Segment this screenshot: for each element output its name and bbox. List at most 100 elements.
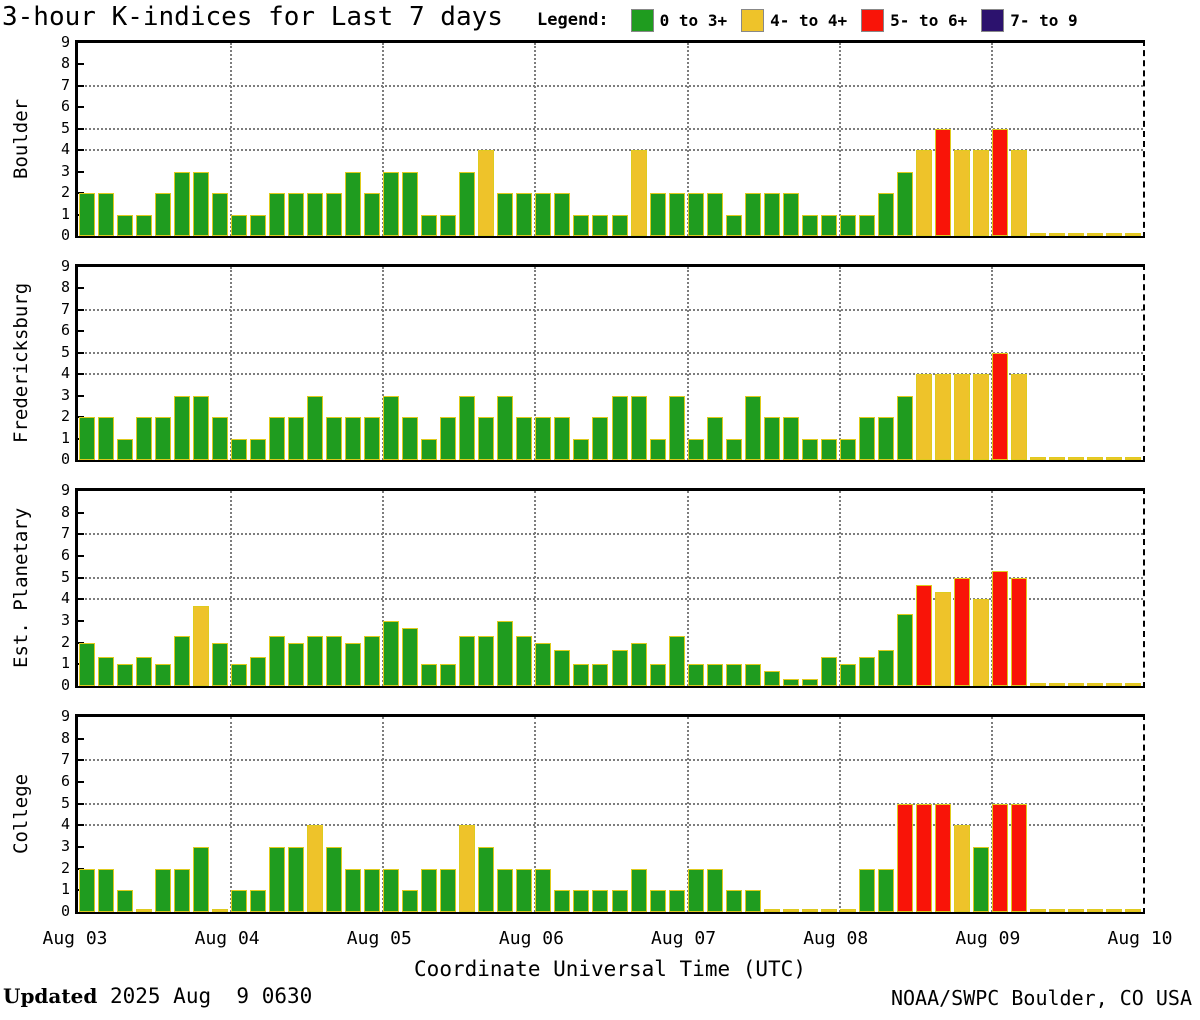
gridline-y-7 — [78, 308, 1143, 311]
y-tick-label: 1 — [60, 204, 70, 223]
k-bar — [687, 193, 704, 236]
k-bar — [820, 439, 837, 460]
y-tick-label: 7 — [60, 750, 70, 769]
k-bar — [155, 869, 172, 912]
k-bar — [288, 847, 305, 912]
k-bar — [611, 890, 628, 912]
k-bar — [136, 909, 153, 912]
k-bar — [687, 439, 704, 460]
k-bar — [915, 585, 932, 686]
k-bar — [1124, 457, 1141, 460]
k-bar — [535, 417, 552, 460]
y-tick-label: 2 — [60, 858, 70, 877]
k-bar — [763, 909, 780, 912]
panel-college — [75, 714, 1145, 914]
y-tick-label: 8 — [60, 502, 70, 521]
k-bar — [858, 657, 875, 686]
k-bar — [630, 150, 647, 236]
k-bar — [117, 215, 134, 236]
k-bar — [953, 578, 970, 686]
k-bar — [801, 215, 818, 236]
y-tick-label: 1 — [60, 880, 70, 899]
y-tick-label: 5 — [60, 567, 70, 586]
k-bar — [972, 374, 989, 460]
k-bar — [364, 869, 381, 912]
k-bar — [991, 804, 1008, 912]
y-tickmark — [78, 824, 84, 827]
k-bar — [668, 890, 685, 912]
k-bar — [269, 193, 286, 236]
k-bar — [136, 215, 153, 236]
k-bar — [117, 890, 134, 912]
k-bar — [839, 439, 856, 460]
k-bar — [1048, 683, 1065, 686]
k-bar — [174, 172, 191, 236]
k-bar — [345, 643, 362, 686]
k-bar — [554, 650, 571, 686]
y-tick-label: 5 — [60, 118, 70, 137]
k-bar — [1124, 909, 1141, 912]
gridline-day-1 — [230, 491, 232, 686]
legend-swatch-0 — [630, 8, 654, 32]
k-bar — [326, 847, 343, 912]
k-bar — [706, 869, 723, 912]
k-bar — [231, 664, 248, 686]
k-bar — [383, 172, 400, 236]
station-label-fredericksburg: Fredericksburg — [10, 282, 32, 444]
k-bar — [820, 909, 837, 912]
y-tick-label: 3 — [60, 385, 70, 404]
k-bar — [630, 396, 647, 460]
k-bar — [402, 417, 419, 460]
k-bar — [516, 417, 533, 460]
k-bar — [820, 657, 837, 686]
y-tick-label: 0 — [60, 676, 70, 694]
y-tickmark — [78, 598, 84, 601]
k-bar — [497, 193, 514, 236]
k-bar — [174, 396, 191, 460]
k-bar — [478, 150, 495, 236]
k-bar — [725, 439, 742, 460]
k-bar — [383, 396, 400, 460]
k-bar — [421, 215, 438, 236]
k-bar — [345, 869, 362, 912]
chart-title: 3-hour K-indices for Last 7 days — [2, 2, 503, 32]
k-bar — [592, 215, 609, 236]
gridline-y-5 — [78, 351, 1143, 354]
k-bar — [801, 909, 818, 912]
k-bar — [896, 804, 913, 912]
gridline-day-5 — [839, 43, 841, 236]
k-bar — [1010, 150, 1027, 236]
k-bar — [991, 129, 1008, 236]
k-bar — [744, 664, 761, 686]
k-bar — [231, 215, 248, 236]
k-bar — [98, 869, 115, 912]
k-bar — [307, 193, 324, 236]
k-bar — [193, 172, 210, 236]
k-bar — [1029, 457, 1046, 460]
legend: Legend: 0 to 3+ 4- to 4+ 5- to 6+ 7- to 9 — [537, 8, 1078, 32]
k-bar — [782, 417, 799, 460]
gridline-y-4 — [78, 824, 1143, 827]
k-bar — [345, 172, 362, 236]
k-bar — [934, 374, 951, 460]
y-tickmark — [78, 373, 84, 376]
k-bar — [1010, 804, 1027, 912]
k-bar — [1124, 233, 1141, 236]
k-bar — [592, 417, 609, 460]
y-tickmark — [78, 63, 84, 66]
legend-swatch-2 — [861, 8, 885, 32]
y-tickmark — [78, 511, 84, 514]
gridline-day-2 — [382, 491, 384, 686]
k-bar — [554, 890, 571, 912]
k-bar — [858, 215, 875, 236]
k-bar — [630, 643, 647, 686]
k-bar — [877, 869, 894, 912]
k-bar — [915, 374, 932, 460]
gridline-y-5 — [78, 802, 1143, 805]
k-bar — [79, 193, 96, 236]
k-bar — [1010, 578, 1027, 686]
k-bar — [440, 869, 457, 912]
k-bar — [839, 215, 856, 236]
k-bar — [592, 890, 609, 912]
k-bar — [421, 664, 438, 686]
